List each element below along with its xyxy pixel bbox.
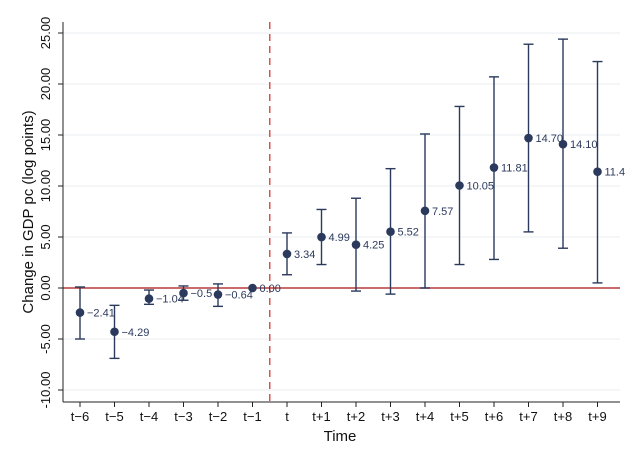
x-tick-label: t−6: [71, 409, 89, 424]
reference-lines: [63, 22, 620, 402]
x-tick-label: t−2: [209, 409, 227, 424]
x-tick-label: t+5: [450, 409, 468, 424]
coefficient-point: [213, 290, 223, 299]
coefficient-point: [144, 294, 154, 303]
value-label: 4.99: [329, 232, 350, 244]
x-tick-label: t: [285, 409, 289, 424]
coefficient-point: [558, 139, 568, 149]
coefficient-point: [386, 227, 395, 236]
axes: [62, 22, 620, 403]
value-label: 11.4: [605, 167, 626, 179]
x-tick-label: t+3: [381, 409, 399, 424]
value-label: 14.70: [536, 133, 564, 145]
y-tick-label: 10.00: [38, 170, 53, 203]
value-label: 10.05: [467, 180, 495, 192]
value-label: 3.34: [294, 249, 315, 261]
coefficient-point: [351, 240, 361, 249]
coefficient-point: [75, 308, 85, 317]
y-tick-label: -5.00: [38, 324, 53, 354]
coefficient-point: [593, 167, 602, 177]
y-tick-label: 25.00: [38, 17, 53, 50]
y-tick-label: -10.00: [38, 372, 53, 409]
coefficient-point: [179, 288, 188, 298]
coefficient-point: [282, 249, 292, 259]
value-label: −0.5: [191, 288, 213, 300]
x-tick-label: t−3: [174, 409, 192, 424]
value-label: −1.04: [156, 294, 184, 306]
x-tick-label: t+9: [588, 409, 606, 424]
value-label: 11.81: [501, 163, 528, 175]
y-axis-title: Change in GDP pc (log points): [20, 110, 37, 313]
value-label: −4.29: [122, 327, 150, 339]
x-tick-label: t+2: [347, 409, 365, 424]
value-label: 14.10: [570, 139, 598, 151]
y-tick-label: 5.00: [38, 224, 53, 249]
coefficient-point: [489, 163, 499, 172]
x-tick-label: t+1: [312, 409, 330, 424]
value-label: 4.25: [363, 240, 384, 252]
x-axis-title: Time: [324, 428, 357, 445]
value-label: −0.64: [225, 290, 253, 302]
x-tick-label: t−1: [243, 409, 261, 424]
x-tick-label: t+6: [485, 409, 503, 424]
coefficient-point: [110, 327, 119, 337]
value-label: −2.41: [87, 308, 115, 320]
x-tick-label: t−4: [140, 409, 158, 424]
y-tick-label: 0.00: [38, 275, 53, 300]
coefficient-point: [420, 206, 430, 216]
coefficient-point: [248, 283, 257, 293]
coefficient-point: [455, 181, 464, 190]
coefficient-point: [317, 232, 326, 242]
x-tick-label: t+4: [416, 409, 434, 424]
x-tick-label: t+7: [519, 409, 537, 424]
ticks: -10.00 -5.00 0.00 5.00 10.00 15.00 20.00 25.00 t…: [38, 17, 607, 424]
coefficient-point: [524, 133, 533, 143]
x-tick-label: t−5: [105, 409, 123, 424]
value-label: 5.52: [398, 227, 419, 239]
x-tick-label: t+8: [554, 409, 572, 424]
series: −2.41 −4.29 −1.04 −0.5 −0.64 0.00 3.34 4.99 4.25…: [75, 38, 626, 360]
value-label: 0.00: [260, 283, 281, 295]
y-tick-label: 20.00: [38, 68, 53, 101]
y-tick-label: 15.00: [38, 119, 53, 152]
value-label: 7.57: [432, 206, 453, 218]
